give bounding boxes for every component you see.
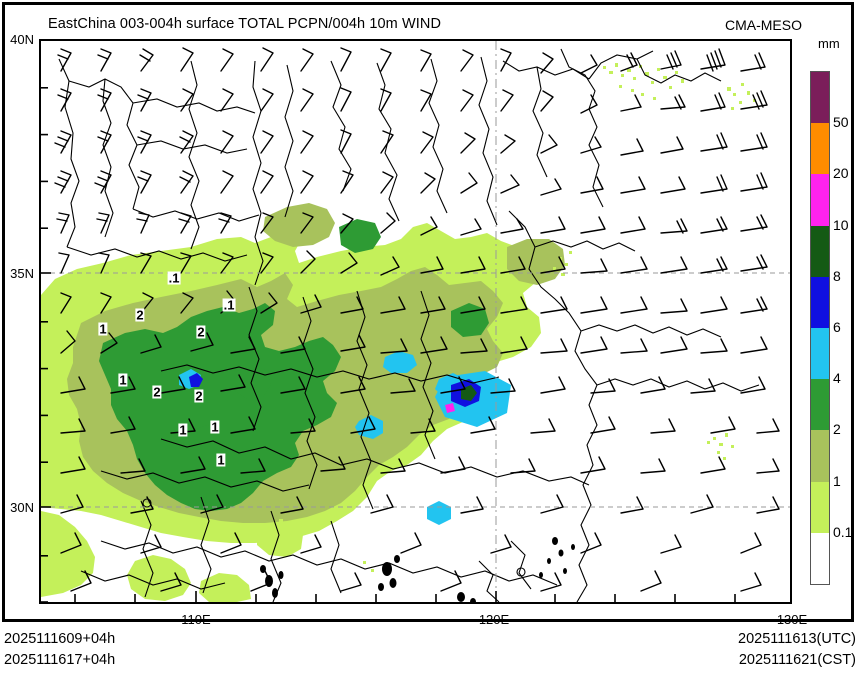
precip-band-20 bbox=[445, 403, 455, 413]
contour-label: 1 bbox=[118, 372, 128, 388]
colorbar[interactable] bbox=[810, 71, 830, 585]
colorbar-tick-label: 0.1 bbox=[833, 523, 853, 540]
colorbar-segment bbox=[811, 430, 829, 482]
contour-label: 1 bbox=[98, 321, 108, 337]
contour-label: 2 bbox=[152, 384, 162, 400]
contour-label: .1 bbox=[222, 297, 236, 313]
colorbar-segment bbox=[811, 327, 829, 380]
colorbar-segment bbox=[811, 174, 829, 226]
xtick-label-110e: 110E bbox=[181, 612, 211, 627]
footer-right-line2: 2025111621(CST) bbox=[738, 652, 856, 668]
colorbar-tick-label: 8 bbox=[833, 267, 841, 284]
precip-band-2 bbox=[99, 219, 489, 511]
colorbar-segment bbox=[811, 72, 829, 124]
precip-specks bbox=[279, 63, 756, 572]
map-plot-area[interactable]: .1 .1 2 1 2 1 2 2 1 1 1 bbox=[39, 39, 792, 604]
axis-ticks bbox=[41, 86, 736, 602]
contour-label: .1 bbox=[167, 270, 181, 286]
colorbar-tick-label: 50 bbox=[833, 114, 849, 131]
footer-left-line2: 2025111617+04h bbox=[4, 652, 116, 668]
colorbar-tick-label: 6 bbox=[833, 319, 841, 335]
colorbar-segment bbox=[811, 532, 829, 584]
map-boundaries bbox=[58, 48, 760, 602]
colorbar-segment bbox=[811, 379, 829, 431]
contour-label: 1 bbox=[216, 452, 226, 468]
colorbar-tick-label: 4 bbox=[833, 370, 841, 387]
colorbar-segment bbox=[811, 123, 829, 175]
contour-label: 1 bbox=[178, 422, 188, 438]
footer-right-line1: 2025111613(UTC) bbox=[738, 631, 856, 647]
colorbar-tick-label: 2 bbox=[833, 421, 841, 438]
page-title: EastChina 003-004h surface TOTAL PCPN/00… bbox=[48, 16, 442, 32]
ytick-label-35n: 35N bbox=[10, 266, 34, 281]
contour-label: 2 bbox=[135, 307, 145, 323]
contour-label: 2 bbox=[196, 324, 206, 340]
wind-barbs bbox=[54, 47, 780, 592]
colorbar-segment bbox=[811, 481, 829, 533]
model-tag: CMA-MESO bbox=[725, 17, 802, 33]
footer-left-line1: 2025111609+04h bbox=[4, 631, 116, 647]
colorbar-tick-label: 20 bbox=[833, 165, 849, 182]
xtick-label-130e: 130E bbox=[776, 612, 808, 627]
colorbar-unit-label: mm bbox=[818, 36, 840, 51]
colorbar-tick-label: 1 bbox=[833, 472, 841, 489]
colorbar-segment bbox=[811, 225, 829, 277]
ytick-label-40n: 40N bbox=[10, 32, 34, 47]
ytick-label-30n: 30N bbox=[10, 500, 34, 515]
colorbar-tick-label: 10 bbox=[833, 216, 849, 233]
map-canvas bbox=[41, 41, 790, 602]
colorbar-segment bbox=[811, 276, 829, 328]
xtick-label-120e: 120E bbox=[478, 612, 510, 627]
contour-label: 2 bbox=[194, 388, 204, 404]
contour-label: 1 bbox=[210, 419, 220, 435]
